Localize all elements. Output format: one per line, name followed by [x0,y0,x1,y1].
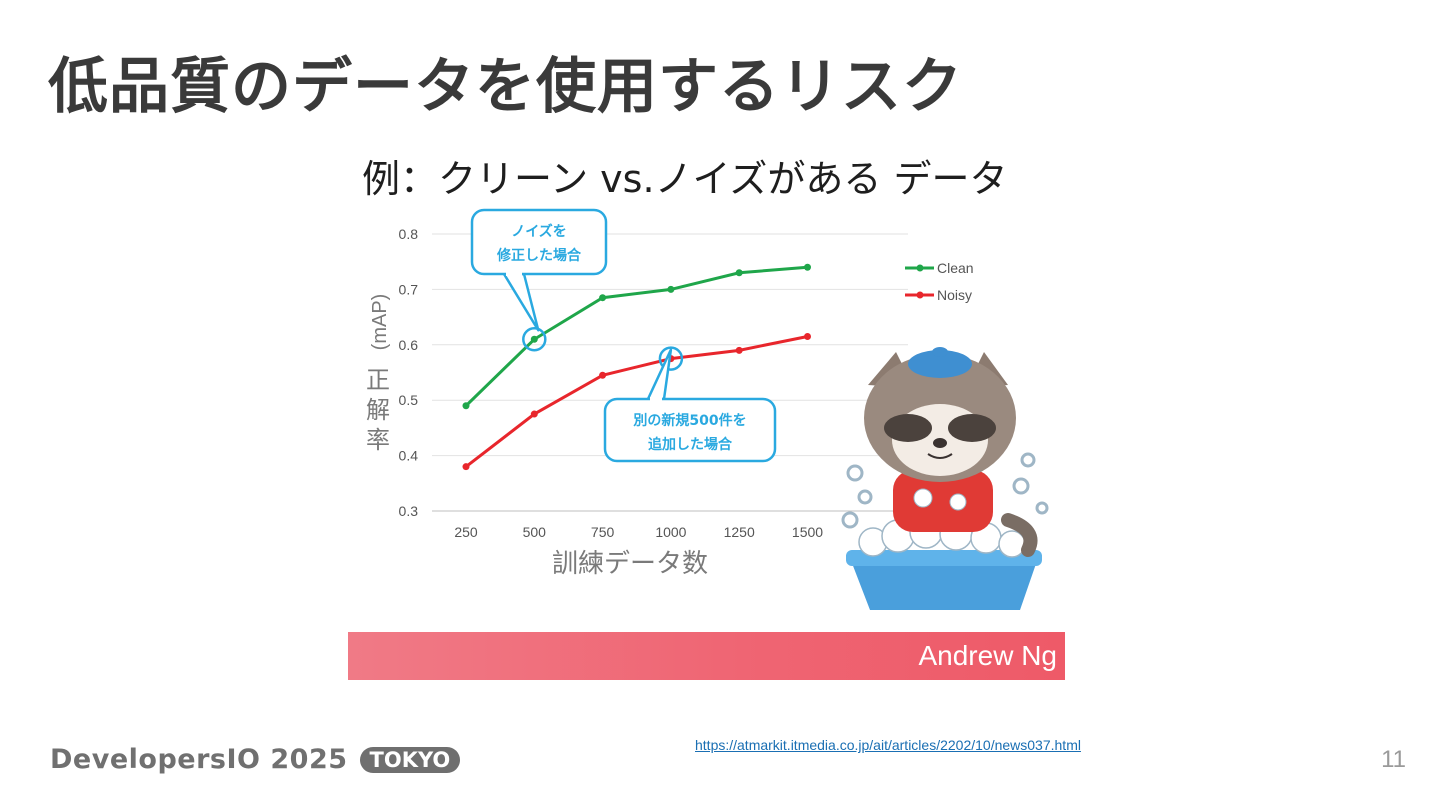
y-axis-label: 正解率 [366,366,390,454]
data-point-clean [735,269,743,277]
slide-title: 低品質のデータを使用するリスク [48,52,963,122]
chart-figure: 例：クリーン vs.ノイズがある データ 0.8 0.7 0.6 0.5 0.4 0.3 2… [348,140,1065,680]
annotation-highlight-ring [522,327,547,352]
annotation-text-line1: 別の新規500件を [632,412,746,429]
speaker-banner: Andrew Ng [348,632,1065,680]
x-tick-label: 1500 [792,524,823,540]
y-tick-label: 0.3 [399,503,419,519]
legend-label-clean: Clean [937,260,974,276]
data-point-noisy [530,410,538,418]
x-tick-label: 750 [591,524,615,540]
x-tick-label: 500 [523,524,547,540]
y-axis-unit: (mAP) [369,294,391,351]
data-point-clean [530,335,538,343]
source-link[interactable]: https://atmarkit.itmedia.co.jp/ait/artic… [695,737,1081,753]
data-point-noisy [804,332,811,340]
y-tick-label: 0.7 [399,281,419,297]
data-point-clean [599,294,607,302]
data-point-noisy [462,463,470,471]
logo-badge: TOKYO [359,746,461,773]
data-point-noisy [735,346,743,354]
x-tick-label: 250 [454,524,478,540]
x-tick-label: 1000 [655,524,686,540]
annotation-text-line2: 修正した場合 [496,247,582,264]
annotation-text-line1: ノイズを [511,223,567,240]
legend-marker-clean [916,264,924,272]
x-axis-label: 訓練データ数 [552,549,708,579]
raccoon-bathing-illustration [841,347,1049,610]
page-number: 11 [1381,746,1406,773]
x-tick-label: 1250 [724,524,755,540]
speaker-name: Andrew Ng [918,640,1057,671]
y-tick-label: 0.6 [399,337,419,353]
annotation-highlight-ring [658,346,684,371]
series-line-clean [464,265,808,407]
logo-text: DevelopersIO 2025 [50,744,348,775]
series-line-noisy [465,335,808,468]
annotation-box [603,397,777,463]
y-tick-label: 0.8 [399,226,419,242]
line-chart: 0.8 0.7 0.6 0.5 0.4 0.3 250 500 750 1000 1250 1500 訓… [366,208,1049,610]
data-point-clean [804,263,811,271]
legend-label-noisy: Noisy [937,287,972,303]
footer-logo: DevelopersIO 2025 TOKYO [50,744,461,775]
chart-title: 例：クリーン vs.ノイズがある データ [362,157,1008,201]
data-point-clean [667,285,675,293]
y-tick-label: 0.5 [399,392,419,408]
annotation-pointer [502,272,540,332]
legend-marker-noisy [916,291,924,299]
data-point-noisy [599,371,607,379]
y-tick-label: 0.4 [399,448,419,464]
annotation-text-line2: 追加した場合 [648,436,733,453]
annotation-box [470,208,608,276]
data-point-clean [462,402,470,410]
